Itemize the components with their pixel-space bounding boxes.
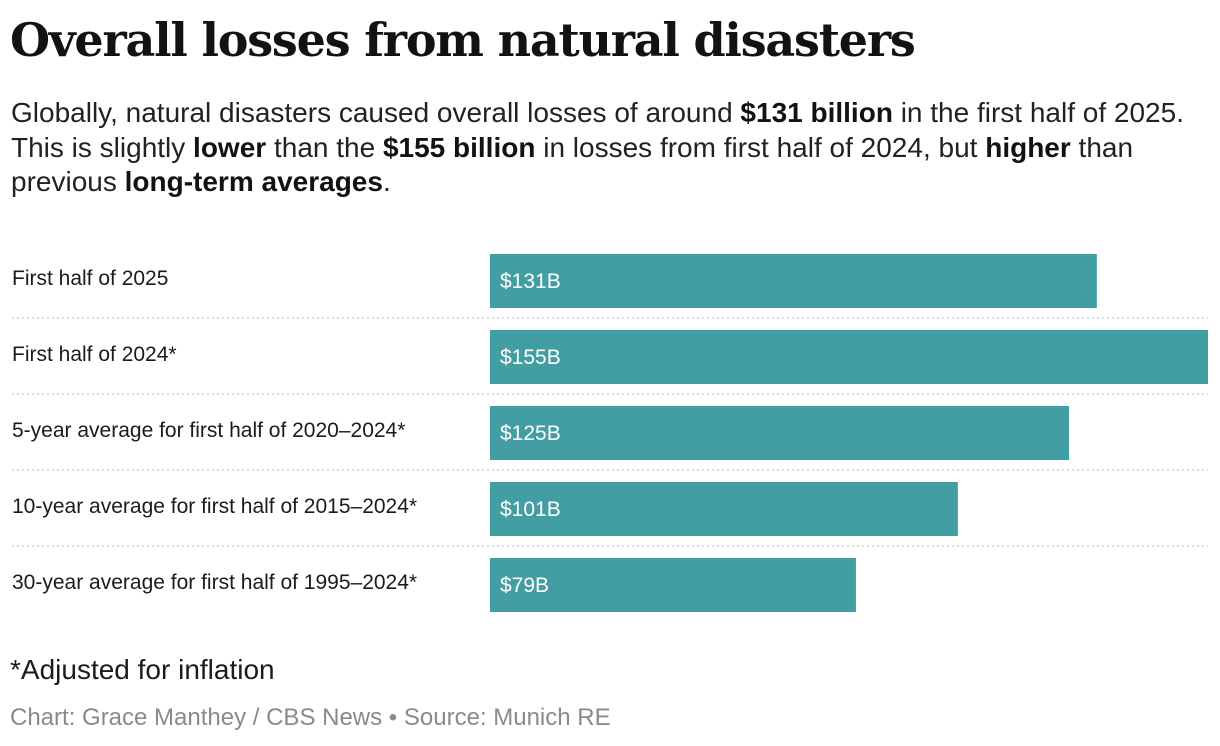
category-label: 30-year average for first half of 1995–2… xyxy=(12,571,417,594)
category-label: 5-year average for first half of 2020–20… xyxy=(12,419,405,442)
bar xyxy=(490,330,1208,384)
category-label: First half of 2025 xyxy=(12,267,168,290)
value-label: $101B xyxy=(500,498,561,521)
category-label: 10-year average for first half of 2015–2… xyxy=(12,495,417,518)
bar xyxy=(490,406,1070,460)
bar-chart: First half of 2025 $131B First half of 202… xyxy=(12,254,1208,612)
subtitle-text: than previous xyxy=(11,131,1134,198)
value-label: $125B xyxy=(500,422,561,445)
subtitle-emphasis: higher xyxy=(985,131,1071,163)
subtitle-emphasis: lower xyxy=(193,131,267,163)
subtitle-emphasis: long-term averages xyxy=(124,166,383,197)
subtitle-text: Globally, natural disasters caused overa… xyxy=(11,97,741,128)
value-label: $155B xyxy=(500,346,561,369)
value-label: $131B xyxy=(500,270,561,293)
bar xyxy=(490,482,958,536)
chart-title: Overall losses from natural disasters xyxy=(10,13,916,67)
value-label: $79B xyxy=(500,574,549,597)
subtitle-emphasis: $155 billion xyxy=(382,131,536,163)
chart-subtitle: Globally, natural disasters caused overa… xyxy=(11,96,1211,200)
subtitle-text: . xyxy=(382,166,391,197)
subtitle-text: than the xyxy=(266,131,383,163)
bar xyxy=(490,558,856,612)
subtitle-text: in losses from first half of 2024, but xyxy=(535,131,986,163)
subtitle-emphasis: $131 billion xyxy=(740,97,893,128)
category-label: First half of 2024* xyxy=(12,343,177,366)
chart-credit: Chart: Grace Manthey / CBS News • Source… xyxy=(10,704,611,731)
inflation-footnote: *Adjusted for inflation xyxy=(10,654,275,685)
bar xyxy=(490,254,1097,308)
subtitle-text: in the first half of 2025. This is sligh… xyxy=(11,97,1184,163)
